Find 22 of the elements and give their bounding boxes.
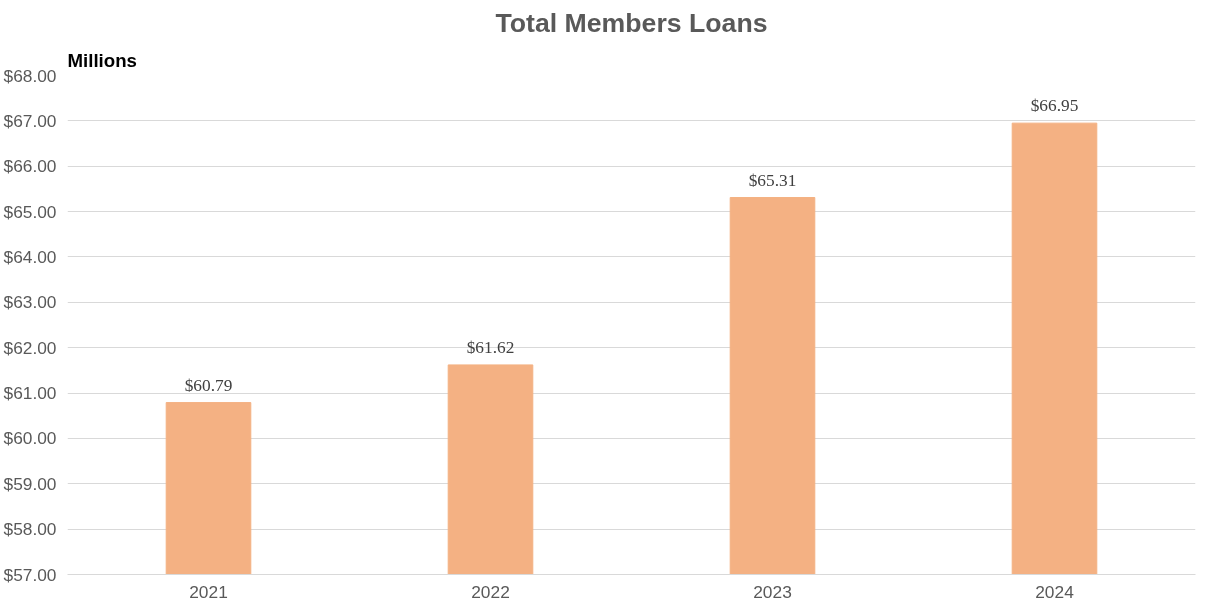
y-tick-label: $59.00 [3,473,57,494]
y-tick-label: $58.00 [3,519,57,540]
chart-title: Total Members Loans [495,7,768,38]
y-axis-title: Millions [67,49,137,71]
y-tick-label: $68.00 [3,65,57,86]
x-tick-label: 2024 [1035,581,1075,602]
y-tick-label: $64.00 [3,246,57,267]
y-tick-label: $61.00 [3,383,57,404]
y-tick-label: $67.00 [3,110,57,131]
x-tick-label: 2023 [753,581,792,602]
x-tick-label: 2022 [471,581,510,602]
data-label: $65.31 [748,170,797,190]
y-tick-label: $63.00 [3,292,57,313]
x-tick-label: 2021 [189,581,228,602]
y-tick-label: $60.00 [3,428,57,449]
data-label: $61.62 [466,337,515,357]
y-tick-label: $65.00 [3,201,57,222]
y-tick-label: $57.00 [3,564,57,585]
data-label: $66.95 [1030,96,1079,116]
y-tick-label: $66.00 [3,156,57,177]
data-label: $60.79 [184,375,233,395]
y-tick-label: $62.00 [3,337,57,358]
